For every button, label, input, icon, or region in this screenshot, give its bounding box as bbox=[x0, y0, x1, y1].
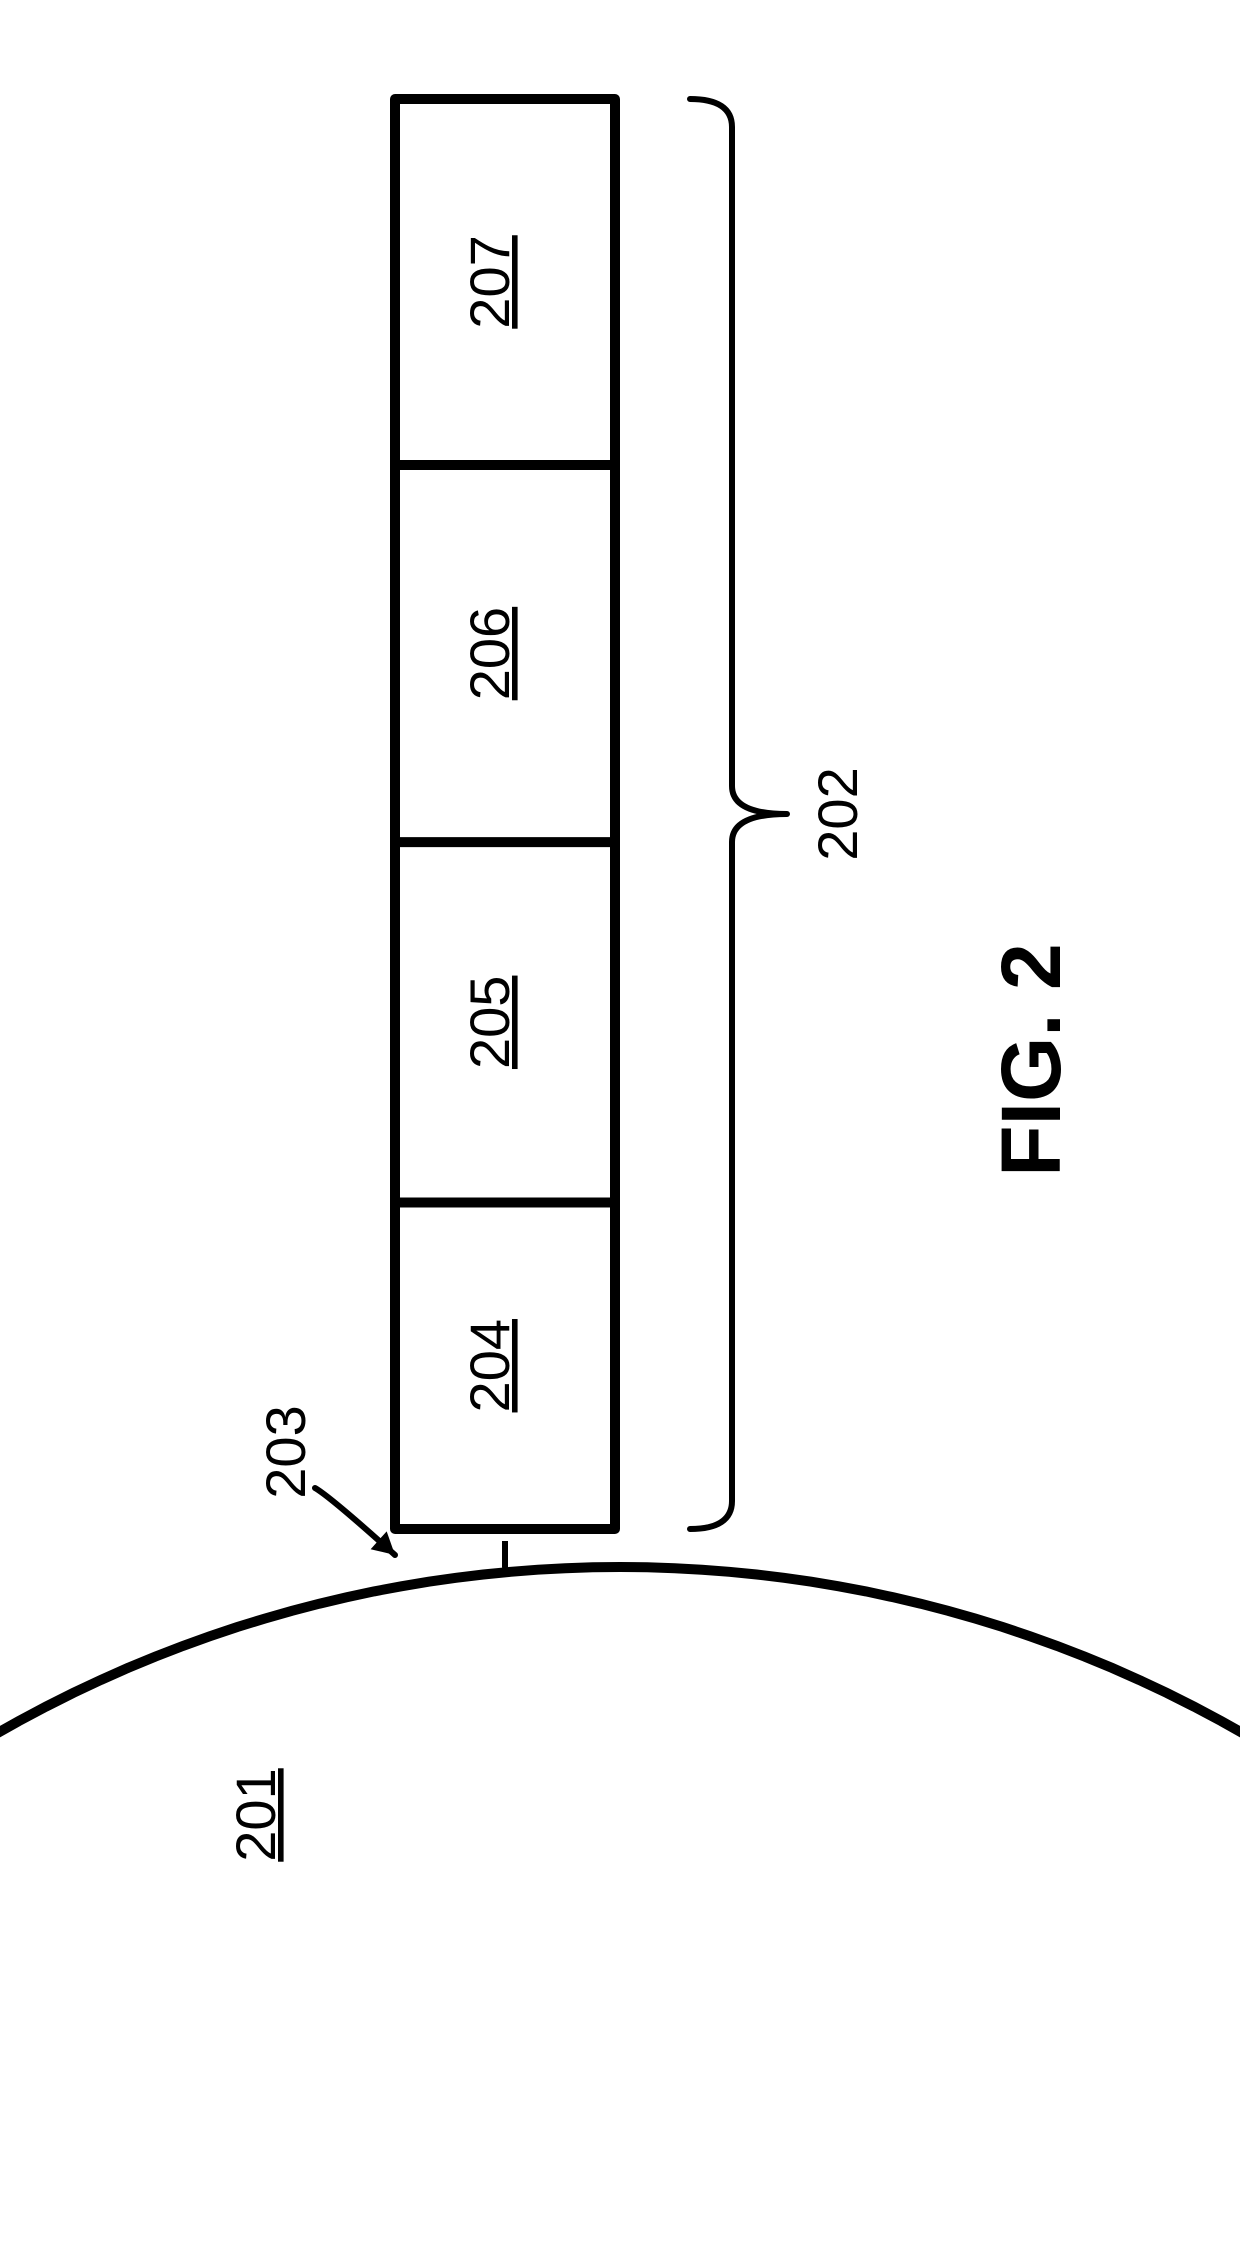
label-205: 205 bbox=[458, 976, 521, 1069]
figure-title: FIG. 2 bbox=[984, 943, 1078, 1176]
label-204: 204 bbox=[458, 1319, 521, 1412]
label-207: 207 bbox=[458, 235, 521, 328]
brace-202 bbox=[690, 99, 787, 1529]
label-203: 203 bbox=[254, 1405, 317, 1498]
label-206: 206 bbox=[458, 607, 521, 700]
label-201: 201 bbox=[224, 1768, 287, 1861]
label-202: 202 bbox=[806, 767, 869, 860]
figure-2: 201204205206207207206205204202203FIG. 2 bbox=[0, 0, 1240, 2267]
arc-201 bbox=[0, 1567, 1240, 1874]
